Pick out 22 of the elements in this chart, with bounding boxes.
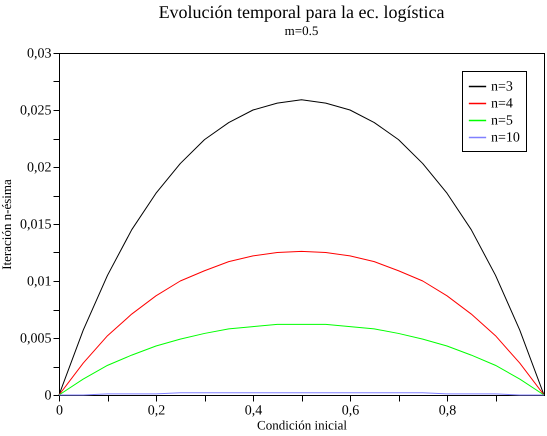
line-series	[58, 324, 544, 396]
y-tick-label: 0,03	[27, 46, 52, 62]
chart-subtitle: m=0.5	[284, 23, 318, 38]
y-tick-label: 0,01	[27, 274, 52, 290]
legend-label: n=5	[491, 114, 513, 128]
y-tick-label: 0,02	[27, 160, 52, 176]
y-tick-label: 0,015	[20, 218, 52, 232]
y-axis-title: Iteración n-ésima	[0, 178, 14, 270]
x-tick-label: 0,4	[244, 404, 262, 418]
legend-label: n=4	[491, 96, 513, 112]
legend-label: n=10	[491, 130, 520, 146]
line-series	[58, 250, 544, 396]
chart-title: Evolución temporal para la ec. logística	[158, 2, 444, 22]
y-tick-label: 0,025	[20, 104, 52, 118]
x-tick-label: 0,8	[438, 404, 456, 418]
x-tick-label: 0,2	[148, 404, 166, 418]
legend-label: n=3	[491, 80, 513, 94]
y-tick-label: 0	[44, 388, 52, 404]
x-tick-label: 0,6	[342, 404, 360, 418]
x-axis-title: Condición inicial	[257, 418, 348, 432]
y-tick-label: 0,005	[20, 332, 52, 346]
x-tick-label: 0	[56, 404, 63, 418]
